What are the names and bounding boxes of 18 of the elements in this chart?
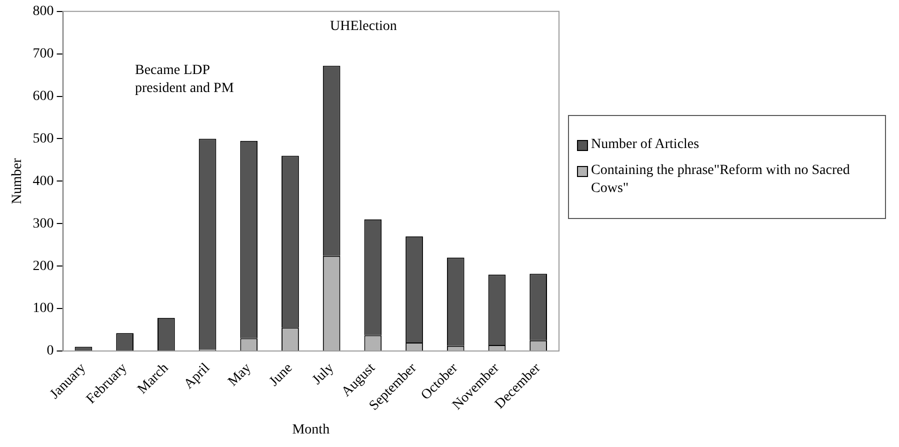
y-axis-title: Number bbox=[10, 158, 26, 204]
y-tick-label: 200 bbox=[32, 258, 54, 274]
y-tick-label: 100 bbox=[32, 301, 54, 316]
y-tick-label: 500 bbox=[32, 131, 54, 146]
y-tick-label: 400 bbox=[32, 174, 54, 189]
y-tick-label: 300 bbox=[32, 216, 54, 232]
y-tick-label: 0 bbox=[46, 344, 54, 359]
legend-label: Number of Articles bbox=[591, 136, 700, 154]
x-tick-label: July bbox=[310, 360, 337, 388]
x-axis-title: Month bbox=[292, 422, 330, 438]
y-tick-label: 600 bbox=[32, 88, 54, 104]
y-tick-label: 700 bbox=[32, 46, 54, 62]
annotation: Became LDP president and PM bbox=[135, 62, 235, 98]
annotation: UHElection bbox=[330, 18, 398, 36]
x-tick-label: May bbox=[226, 360, 254, 390]
x-tick-label: June bbox=[266, 360, 296, 390]
legend-label: Containing the phrase"Reform with no Sacred Cows" bbox=[591, 162, 851, 198]
y-tick-label: 800 bbox=[32, 4, 54, 20]
